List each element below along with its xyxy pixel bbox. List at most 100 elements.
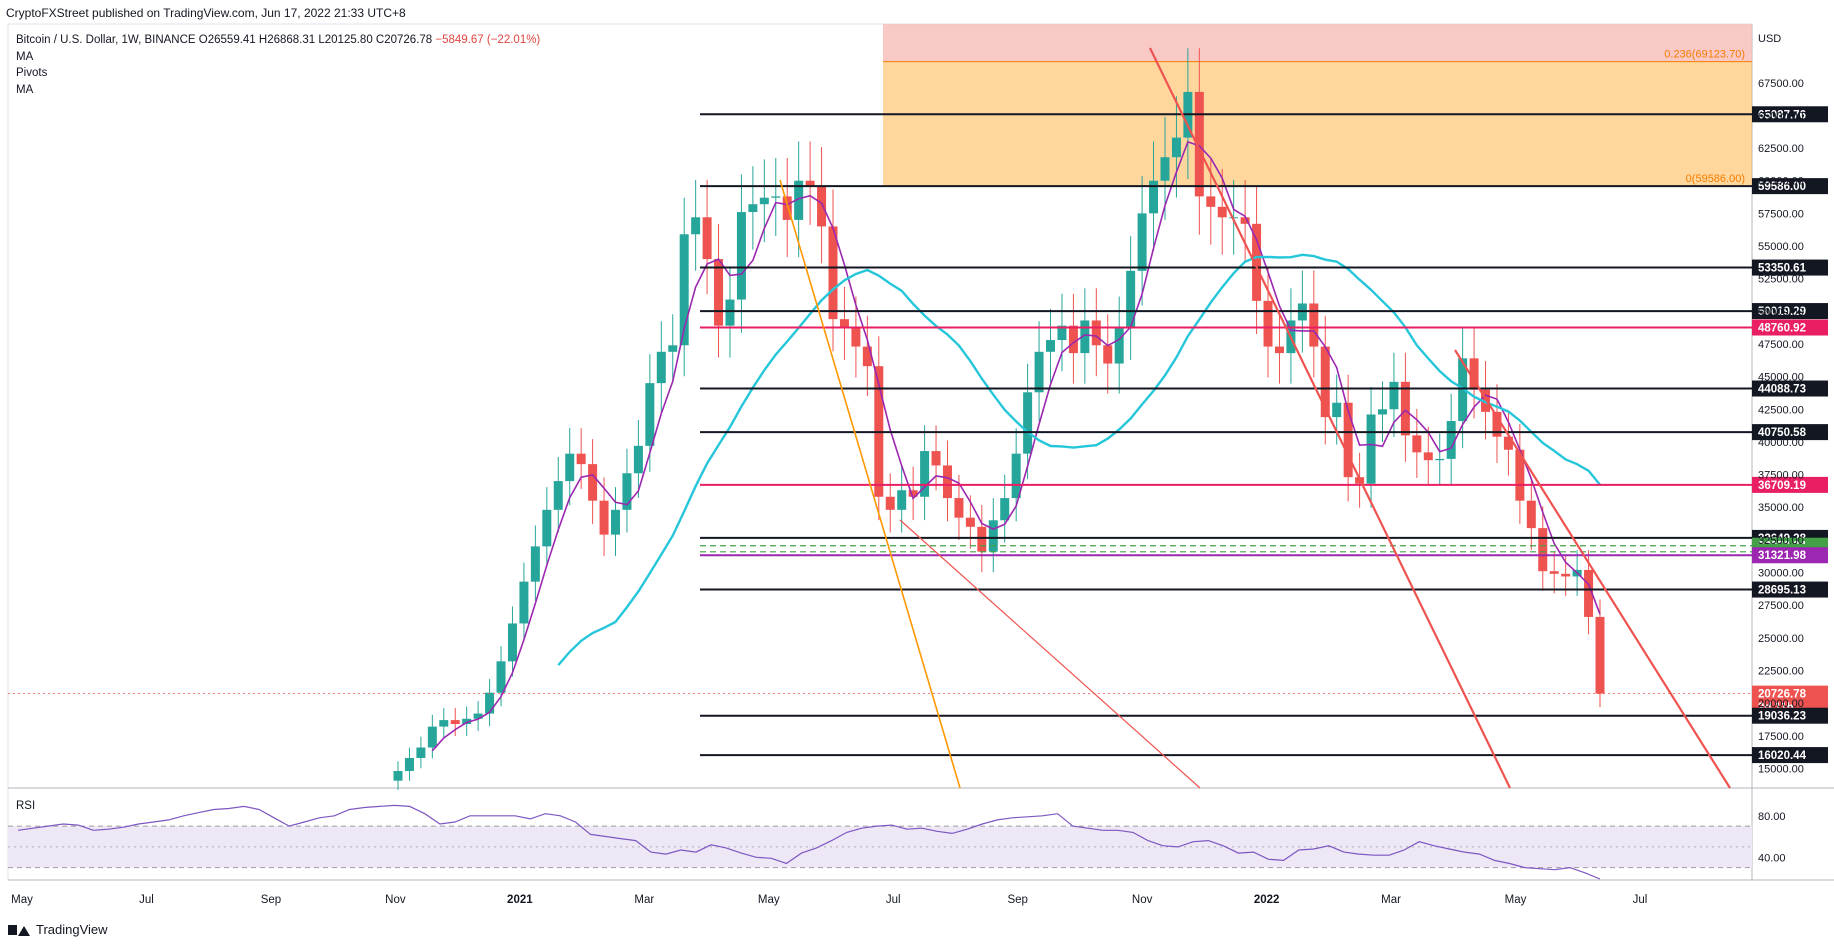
candle-body [942,465,952,499]
price-tick-label: 67500.00 [1758,78,1804,90]
candle-body [496,661,506,693]
ma-fast-line [431,140,1601,752]
time-tick-label: Jul [139,894,154,906]
price-tick-label: 52500.00 [1758,274,1804,286]
candle-body [1149,180,1159,214]
candle-body [702,217,712,260]
candle-body [427,726,437,748]
time-tick-label: 2022 [1254,894,1280,906]
candle-body [507,623,517,662]
time-tick-label: Jul [1633,894,1648,906]
candle-body [862,346,872,367]
time-tick-label: May [11,894,33,906]
candle-body [1549,571,1559,574]
candle-body [622,473,632,510]
candle-body [851,328,861,347]
candle-body [1126,270,1136,329]
candle-body [714,259,724,326]
candle-body [1446,421,1456,459]
price-change: −5849.67 (−22.01%) [435,34,541,46]
price-label: 40750.58 [1758,427,1807,439]
symbol-name: Bitcoin / U.S. Dollar, 1W, BINANCE [16,34,196,46]
fib-zone [883,61,1752,187]
candle-body [1068,325,1078,354]
candle-body [759,197,769,205]
candle-body [679,234,689,346]
rsi-tick-label: 40.00 [1758,852,1786,864]
publish-line: CryptoFXStreet published on TradingView.… [6,6,406,20]
candle-body [1274,346,1284,354]
time-tick-label: Nov [1132,894,1153,906]
price-label-bg [1752,547,1828,564]
candle-body [576,453,586,465]
price-tick-label: 62500.00 [1758,143,1804,155]
price-label: 65087.76 [1758,109,1806,121]
price-label: 20726.78 [1758,689,1807,701]
candle-body [439,720,449,727]
price-tick-label: 37500.00 [1758,470,1804,482]
price-label-bg [1752,319,1828,336]
time-tick-label: May [1505,894,1527,906]
price-tick-label: 45000.00 [1758,372,1804,384]
candle-body [1000,498,1010,521]
price-label: 36709.19 [1758,480,1806,492]
fib-level-label: 0.236(69123.70) [1664,49,1745,61]
tradingview-logo-icon [8,923,30,937]
price-label-bg [1752,747,1828,764]
price-tick-label: 60000.00 [1758,176,1804,188]
candle-body [1503,436,1513,450]
candle-body [1561,573,1571,577]
price-label: 59586.00 [1758,181,1806,193]
candle-body [1103,345,1113,364]
candle-body [611,509,621,535]
price-tick-label: 42500.00 [1758,404,1804,416]
price-tick-label: 27500.00 [1758,600,1804,612]
candle-body [599,500,609,535]
candle-body [633,445,643,474]
candle-body [668,345,678,352]
time-tick-label: Mar [634,894,654,906]
candle-body [1584,569,1594,617]
price-tick-label: 65000.00 [1758,110,1804,122]
price-tick-label: 25000.00 [1758,633,1804,645]
price-label-bg [1752,380,1828,397]
candle-body [542,509,552,547]
candle-body [725,299,735,326]
candle-body [1481,389,1491,412]
candle-body [1240,217,1250,224]
candle-body [748,204,758,213]
ohlc-values: O26559.41 H26868.31 L20125.80 C20726.78 [198,34,433,46]
candle-body [782,196,792,220]
time-tick-label: Mar [1381,894,1401,906]
candle-body [1080,320,1090,354]
indicator-pivots[interactable]: Pivots [16,67,48,79]
candle-body [805,180,815,186]
candle-body [897,490,907,510]
candle-body [1595,616,1605,694]
candle-body [977,526,987,552]
candle-body [1412,435,1422,453]
candle-body [885,496,895,510]
rsi-label: RSI [16,800,35,812]
time-tick-label: Nov [385,894,406,906]
indicator-ma-slow[interactable]: MA [16,84,34,96]
candle-body [1377,409,1387,415]
price-tick-label: 20000.00 [1758,698,1804,710]
price-label-bg [1752,259,1828,276]
time-tick-label: 2021 [507,894,533,906]
candle-body [1023,392,1033,454]
symbol-legend[interactable]: Bitcoin / U.S. Dollar, 1W, BINANCE O2655… [16,34,540,46]
time-tick-label: Sep [1007,894,1027,906]
candle-body [1526,500,1536,529]
footer-brand: TradingView [36,922,108,937]
rsi-tick-label: 80.00 [1758,811,1786,823]
price-tick-label: 30000.00 [1758,568,1804,580]
candle-body [393,771,403,781]
price-tick-label: 55000.00 [1758,241,1804,253]
candle-body [1309,303,1319,347]
price-label: 31321.98 [1758,550,1807,562]
candle-body [1320,346,1330,418]
candle-body [1389,381,1399,410]
indicator-ma-fast[interactable]: MA [16,51,34,63]
